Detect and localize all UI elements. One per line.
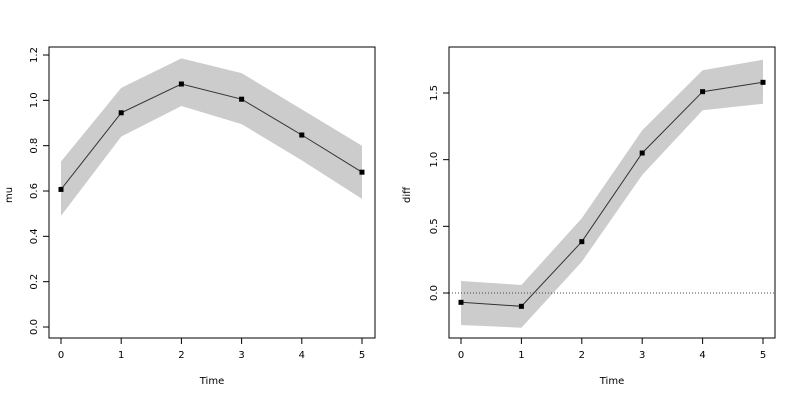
series-line bbox=[460, 81, 764, 307]
x-tick-label: 2 bbox=[579, 350, 585, 361]
data-point bbox=[299, 132, 305, 138]
x-tick-label: 3 bbox=[639, 350, 645, 361]
x-tick-label: 2 bbox=[178, 350, 184, 361]
data-point bbox=[518, 303, 524, 309]
series-line bbox=[60, 83, 363, 190]
y-tick-label: 0.5 bbox=[429, 218, 440, 234]
x-tick-label: 0 bbox=[458, 350, 464, 361]
data-point bbox=[359, 169, 365, 175]
x-tick-label: 1 bbox=[518, 350, 524, 361]
y-tick-label: 0.0 bbox=[29, 319, 40, 335]
y-tick-label: 0.6 bbox=[29, 183, 40, 199]
x-tick-label: 5 bbox=[359, 350, 365, 361]
data-point bbox=[458, 299, 464, 305]
x-tick-label: 4 bbox=[299, 350, 305, 361]
confidence-band bbox=[61, 58, 362, 216]
x-axis-label: Time bbox=[599, 376, 624, 387]
x-tick-label: 4 bbox=[699, 350, 705, 361]
y-tick-label: 0.2 bbox=[29, 274, 40, 290]
x-tick-label: 5 bbox=[760, 350, 766, 361]
y-tick-label: 1.5 bbox=[429, 85, 440, 101]
data-point bbox=[118, 110, 124, 116]
y-tick-label: 0.0 bbox=[429, 285, 440, 301]
y-tick-label: 1.2 bbox=[29, 47, 40, 63]
x-tick-label: 1 bbox=[118, 350, 124, 361]
data-point bbox=[760, 79, 766, 85]
x-tick-label: 0 bbox=[58, 350, 64, 361]
y-tick-label: 1.0 bbox=[29, 92, 40, 108]
plot-frame bbox=[48, 46, 376, 339]
data-point bbox=[239, 96, 245, 102]
panel-diff: diff Time 0 1 2 3 4 5 0.0 0.5 1.0 1.5 bbox=[402, 46, 776, 387]
y-axis-label: diff bbox=[402, 186, 413, 203]
confidence-band bbox=[461, 59, 763, 328]
x-axis-label: Time bbox=[199, 376, 224, 387]
data-point bbox=[58, 186, 64, 192]
plot-frame bbox=[448, 46, 776, 339]
y-tick-label: 1.0 bbox=[429, 152, 440, 168]
panel-mu: mu Time 0 1 2 3 4 5 0.0 0.2 0.4 0.6 0.8 1.0 1.2 bbox=[4, 46, 376, 387]
data-point bbox=[639, 150, 645, 156]
y-tick-label: 0.8 bbox=[29, 138, 40, 154]
y-axis-label: mu bbox=[4, 187, 15, 203]
data-point bbox=[579, 239, 585, 245]
x-tick-label: 3 bbox=[238, 350, 244, 361]
y-tick-label: 0.4 bbox=[29, 228, 40, 244]
data-point bbox=[178, 81, 184, 87]
data-point bbox=[700, 89, 706, 95]
